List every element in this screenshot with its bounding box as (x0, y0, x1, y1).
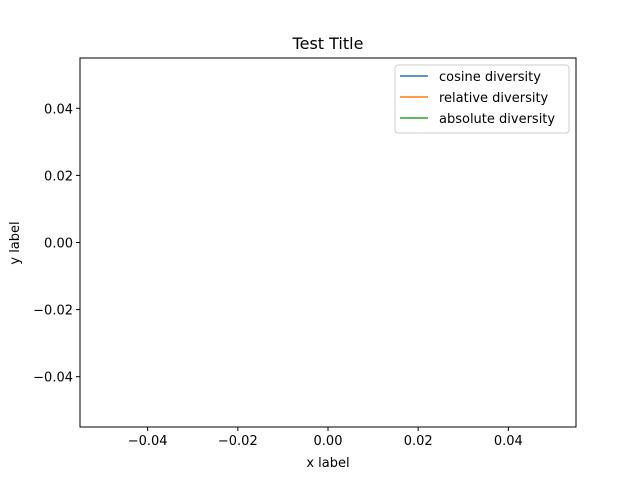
legend-entry[interactable]: cosine diversity (400, 70, 541, 85)
x-tick-label: −0.04 (128, 434, 168, 449)
legend-label: relative diversity (439, 91, 549, 106)
y-axis-label: y label (8, 221, 23, 264)
x-tick-label: 0.00 (314, 434, 343, 449)
legend-box (394, 64, 570, 134)
y-tick-label: −0.02 (33, 304, 73, 319)
y-tick-label: 0.02 (44, 169, 73, 184)
chart-title: Test Title (292, 34, 364, 53)
y-axis: −0.04 −0.02 0.00 0.02 0.04 (33, 102, 80, 386)
legend-entry[interactable]: absolute diversity (400, 112, 555, 127)
x-axis: −0.04 −0.02 0.00 0.02 0.04 (128, 427, 523, 449)
y-tick-label: 0.04 (44, 102, 73, 117)
x-tick-label: −0.02 (218, 434, 258, 449)
x-axis-label: x label (306, 456, 349, 471)
x-tick-label: 0.02 (404, 434, 433, 449)
y-tick-label: 0.00 (44, 237, 73, 252)
legend-label: cosine diversity (439, 70, 541, 85)
legend-label: absolute diversity (439, 112, 555, 127)
x-tick-label: 0.04 (494, 434, 523, 449)
y-tick-label: −0.04 (33, 371, 73, 386)
legend[interactable]: cosine diversity relative diversity absolu… (394, 64, 570, 134)
legend-entry[interactable]: relative diversity (400, 91, 549, 106)
